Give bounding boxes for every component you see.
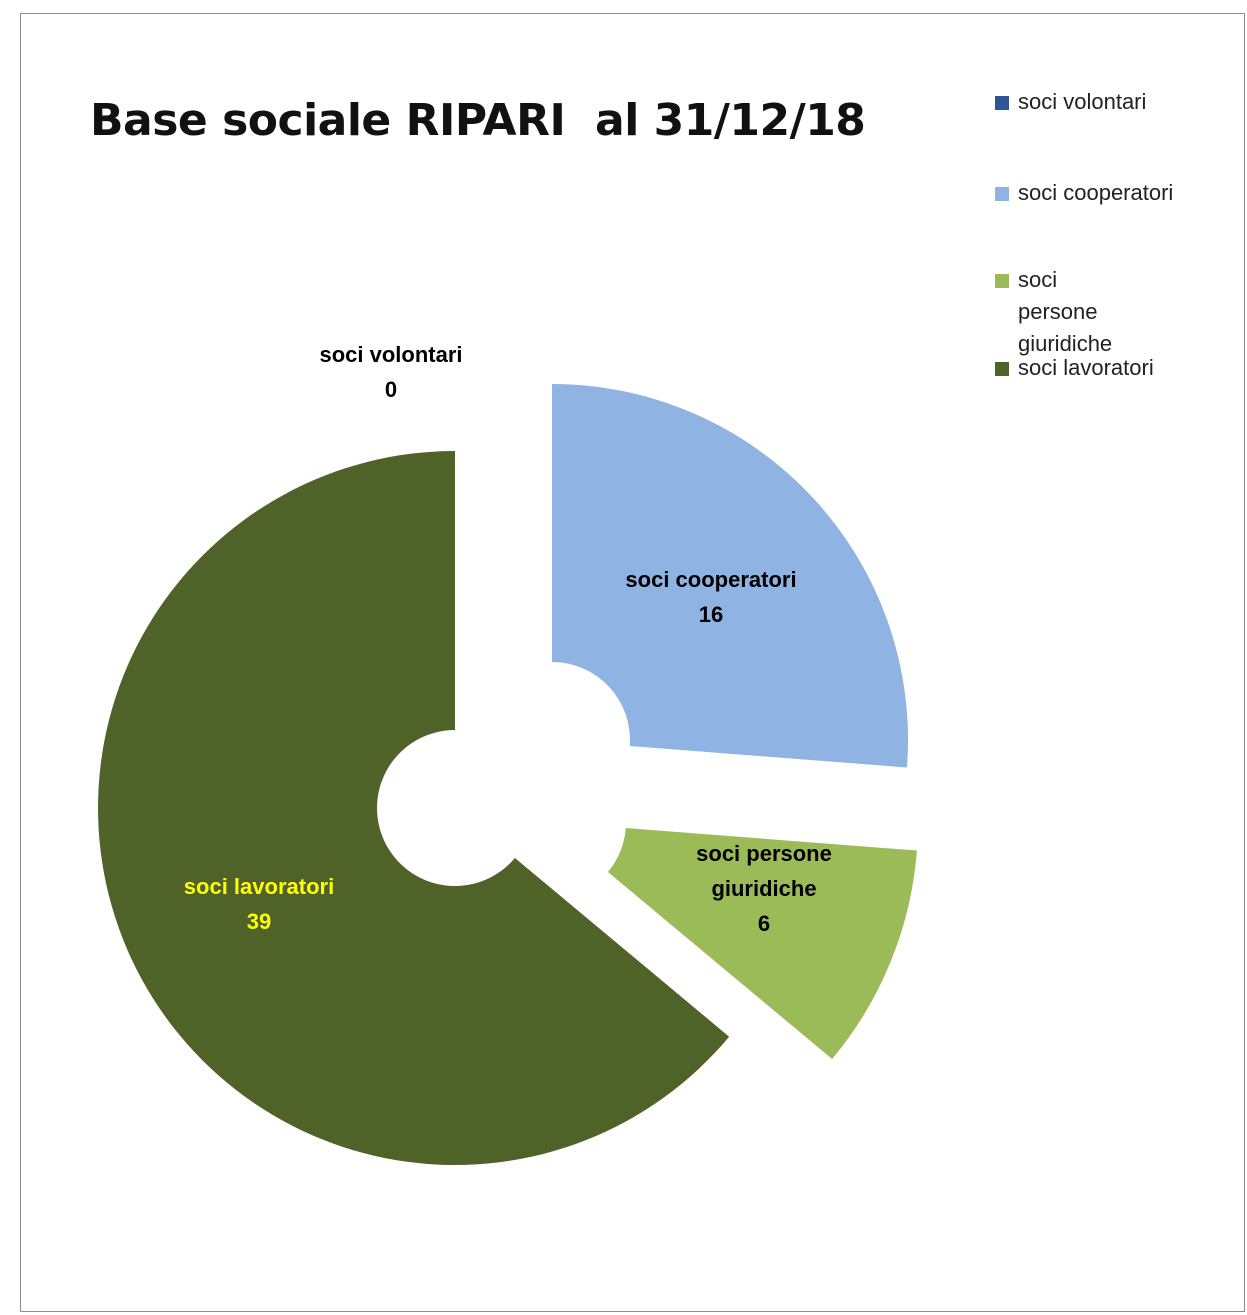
chart-title: Base sociale RIPARI al 31/12/18 xyxy=(90,95,866,146)
legend-item-soci-volontari: soci volontari xyxy=(995,86,1208,118)
slice-soci-cooperatori xyxy=(552,384,908,768)
legend-item-soci-lavoratori: soci lavoratori xyxy=(995,352,1208,384)
data-label-soci-lavoratori: soci lavoratori 39 xyxy=(184,874,334,934)
legend-item-soci-cooperatori: soci cooperatori xyxy=(995,177,1208,209)
legend-swatch-soci-cooperatori xyxy=(995,187,1009,201)
legend-label-soci-cooperatori: soci cooperatori xyxy=(1018,180,1174,205)
data-label-soci-volontari: soci volontari 0 xyxy=(319,342,462,402)
legend-swatch-soci-volontari xyxy=(995,96,1009,110)
legend-swatch-soci-lavoratori xyxy=(995,362,1009,376)
legend-label-soci-lavoratori: soci lavoratori xyxy=(1018,355,1154,380)
legend-swatch-soci-persone-giuridiche xyxy=(995,274,1009,288)
legend-item-soci-persone-giuridiche: soci persone giuridiche xyxy=(995,264,1138,360)
slice-soci-persone-giuridiche xyxy=(607,828,917,1060)
data-label-soci-cooperatori: soci cooperatori 16 xyxy=(625,567,796,627)
legend-label-soci-volontari: soci volontari xyxy=(1018,89,1147,114)
legend-label-soci-persone-giuridiche: soci persone giuridiche xyxy=(1018,267,1113,356)
data-label-soci-persone-giuridiche: soci persone giuridiche 6 xyxy=(696,841,832,936)
slice-soci-lavoratori xyxy=(98,451,730,1165)
